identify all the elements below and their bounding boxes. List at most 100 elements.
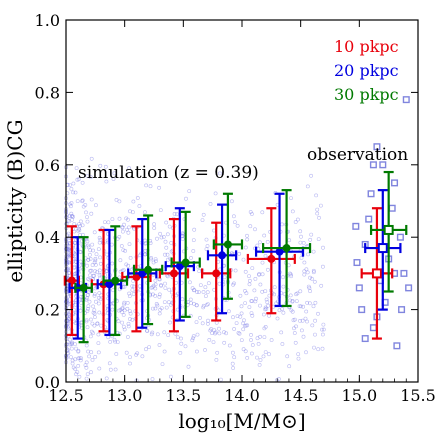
simulation-point — [108, 339, 113, 344]
simulation-point — [122, 300, 127, 305]
simulation-point — [239, 304, 244, 309]
simulation-point — [241, 327, 246, 332]
simulation-point — [222, 275, 227, 280]
y-tick-label: 0.4 — [35, 228, 60, 247]
legend: 10 pkpc 20 pkpc 30 pkpc — [334, 37, 399, 104]
simulation-point — [122, 302, 127, 307]
simulation-point — [191, 249, 196, 253]
simulation-point — [313, 332, 317, 337]
simulation-point — [214, 357, 219, 362]
simulation-point — [97, 273, 102, 278]
simulation-point — [241, 257, 246, 262]
simulation-point — [66, 312, 71, 317]
y-tick-label: 0.6 — [35, 156, 60, 175]
simulation-point — [288, 293, 293, 298]
data-point — [282, 244, 291, 253]
simulation-point — [310, 323, 315, 328]
simulation-point — [69, 342, 74, 347]
simulation-point — [78, 308, 83, 313]
simulation-point — [124, 216, 129, 221]
simulation-point — [189, 301, 194, 306]
simulation-point — [265, 239, 270, 244]
simulation-point — [255, 336, 260, 341]
simulation-point — [148, 184, 153, 189]
simulation-point — [98, 261, 103, 266]
simulation-point — [147, 345, 152, 350]
simulation-point — [308, 237, 313, 242]
x-tick-label: 13.0 — [107, 386, 143, 405]
simulation-point — [157, 292, 162, 297]
simulation-point — [260, 210, 265, 215]
simulation-point — [265, 300, 270, 305]
simulation-point — [166, 257, 170, 262]
simulation-point — [194, 320, 199, 325]
simulation-point — [105, 252, 109, 257]
simulation-point — [260, 289, 265, 294]
simulation-point — [153, 259, 158, 264]
simulation-point — [319, 283, 324, 288]
data-point — [218, 251, 227, 260]
simulation-point — [107, 361, 112, 366]
simulation-point — [269, 338, 274, 342]
simulation-point — [71, 181, 76, 186]
simulation-point — [106, 220, 111, 225]
simulation-point — [122, 222, 126, 227]
simulation-point — [261, 354, 266, 359]
simulation-point — [158, 231, 163, 236]
simulation-point — [74, 166, 79, 171]
simulation-point — [79, 301, 84, 305]
observation-point — [365, 215, 373, 223]
simulation-point — [157, 343, 162, 347]
simulation-point — [224, 331, 229, 336]
simulation-point — [77, 356, 82, 361]
simulation-point — [86, 349, 91, 354]
simulation-point — [135, 351, 140, 356]
simulation-point — [86, 245, 91, 250]
simulation-point — [126, 335, 130, 339]
simulation-point — [267, 352, 271, 357]
simulation-point — [94, 299, 98, 304]
simulation-point — [244, 291, 249, 296]
simulation-point — [123, 248, 128, 253]
x-tick-label: 14.5 — [283, 386, 319, 405]
simulation-point — [262, 233, 267, 238]
simulation-point — [118, 258, 123, 263]
simulation-point — [200, 321, 205, 326]
simulation-point — [217, 281, 222, 286]
simulation-point — [281, 310, 286, 315]
simulation-point — [254, 296, 258, 301]
simulation-point — [321, 245, 325, 250]
simulation-point — [84, 343, 89, 348]
simulation-point — [162, 330, 167, 335]
simulation-point — [263, 350, 268, 355]
simulation-point — [73, 342, 77, 347]
simulation-point — [316, 347, 321, 352]
simulation-point — [98, 237, 103, 242]
simulation-point — [253, 276, 258, 281]
simulation-point — [165, 232, 170, 237]
simulation-point — [69, 346, 74, 351]
simulation-point — [266, 303, 271, 308]
simulation-point — [153, 278, 158, 283]
simulation-point — [230, 350, 235, 355]
simulation-point — [299, 234, 303, 239]
simulation-point — [112, 337, 117, 342]
simulation-point — [301, 304, 306, 309]
simulation-point — [192, 288, 197, 293]
data-point — [144, 265, 153, 274]
simulation-point — [230, 361, 235, 366]
simulation-point — [104, 376, 109, 381]
simulation-point — [180, 297, 185, 302]
simulation-point — [126, 321, 131, 326]
simulation-point — [125, 300, 130, 305]
simulation-point — [227, 343, 232, 348]
simulation-point — [311, 304, 316, 309]
simulation-point — [153, 293, 158, 298]
simulation-point — [121, 229, 125, 234]
simulation-point — [125, 227, 129, 232]
simulation-point — [112, 171, 117, 176]
simulation-point — [275, 316, 280, 321]
simulation-point — [249, 332, 253, 337]
simulation-point — [256, 246, 261, 251]
simulation-point — [166, 333, 171, 338]
